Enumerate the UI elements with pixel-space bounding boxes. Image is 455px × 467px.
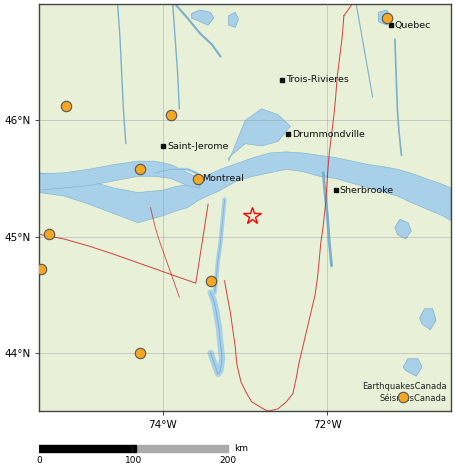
Polygon shape <box>192 10 214 25</box>
Text: Trois-Rivieres: Trois-Rivieres <box>286 75 349 84</box>
Polygon shape <box>395 219 411 239</box>
Bar <box>133 445 136 452</box>
Bar <box>133 445 228 452</box>
Text: 100: 100 <box>125 456 142 465</box>
Text: Montreal: Montreal <box>202 174 244 183</box>
Polygon shape <box>403 359 422 376</box>
Text: EarthquakesCanada
SéismesCanada: EarthquakesCanada SéismesCanada <box>362 382 447 403</box>
Text: 200: 200 <box>219 456 236 465</box>
Polygon shape <box>229 12 238 28</box>
Text: Drummondville: Drummondville <box>292 130 365 139</box>
Text: Saint-Jerome: Saint-Jerome <box>167 142 228 150</box>
Text: Quebec: Quebec <box>395 21 431 29</box>
Bar <box>40 445 133 452</box>
Text: 0: 0 <box>36 456 42 465</box>
Text: Sherbrooke: Sherbrooke <box>340 186 394 195</box>
Polygon shape <box>229 109 290 161</box>
Text: km: km <box>234 444 248 453</box>
Polygon shape <box>420 309 436 330</box>
Polygon shape <box>379 10 392 25</box>
Polygon shape <box>40 152 451 223</box>
Polygon shape <box>0 161 200 190</box>
